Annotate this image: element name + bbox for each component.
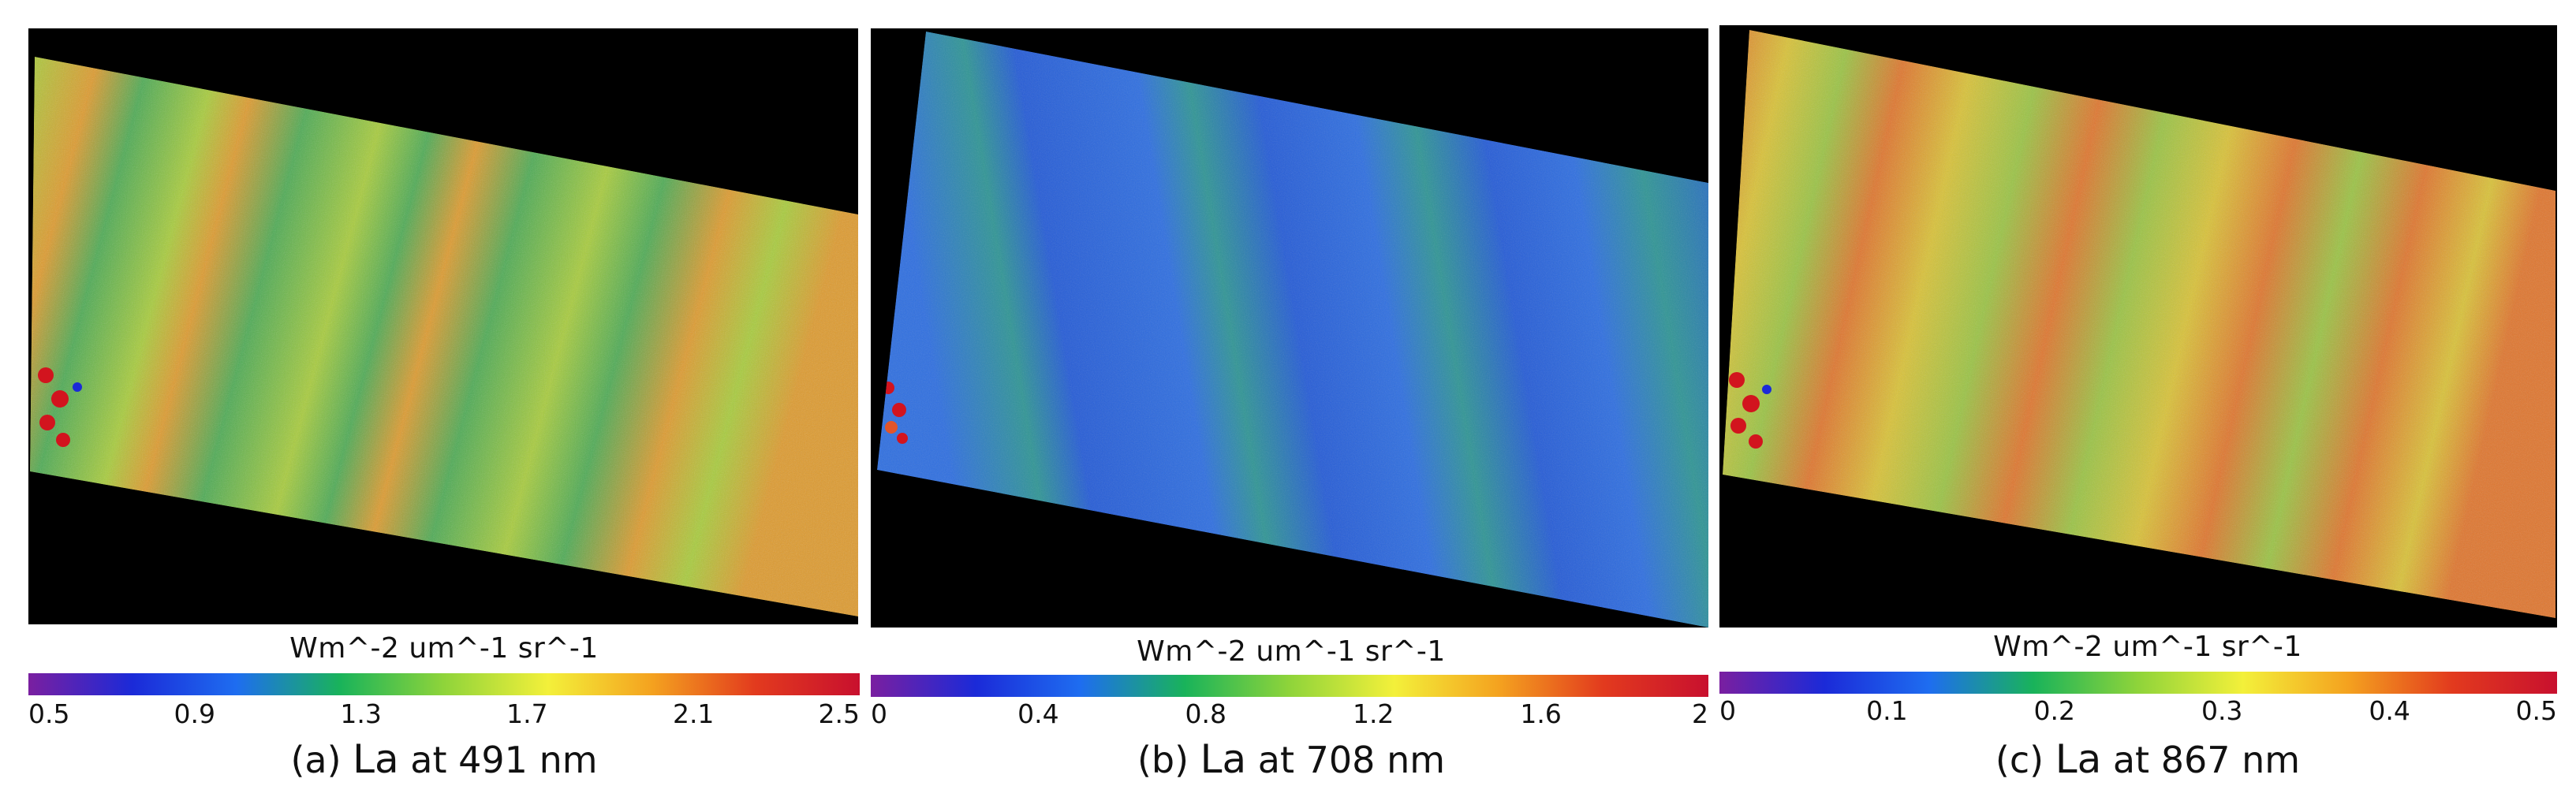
radiance-map-graphic	[1723, 30, 2555, 618]
tick-label: 2	[1692, 698, 1708, 729]
panel-a: Wm^-2 um^-1 sr^-1 0.5 0.9 1.3 1.7 2.1 2.…	[0, 0, 860, 797]
tick-label: 0.9	[174, 698, 216, 729]
radiance-map-image	[1719, 25, 2557, 628]
tick-label: 0	[1719, 695, 1736, 726]
tick-label: 0	[871, 698, 887, 729]
colorbar-ticks: 0 0.1 0.2 0.3 0.4 0.5	[1719, 695, 2557, 727]
tick-label: 0.8	[1185, 698, 1227, 729]
colorbar-ticks: 0.5 0.9 1.3 1.7 2.1 2.5	[28, 698, 860, 730]
tick-label: 2.5	[818, 698, 860, 729]
tick-label: 0.4	[1017, 698, 1059, 729]
tick-label: 0.3	[2201, 695, 2243, 726]
units-label: Wm^-2 um^-1 sr^-1	[289, 632, 599, 665]
tick-label: 1.6	[1520, 698, 1562, 729]
radiance-map-graphic	[30, 57, 858, 616]
colorbar	[1719, 672, 2557, 694]
panel-b: Wm^-2 um^-1 sr^-1 0 0.4 0.8 1.2 1.6 2 (b…	[868, 0, 1712, 797]
radiance-map-image	[28, 28, 858, 624]
tick-label: 1.2	[1352, 698, 1394, 729]
scene-area	[877, 32, 1708, 628]
panel-caption: (c) La at 867 nm	[1719, 736, 2576, 782]
tick-label: 0.1	[1866, 695, 1908, 726]
caption-symbol: La	[353, 736, 399, 782]
caption-symbol: La	[1200, 736, 1247, 782]
tick-label: 0.4	[2369, 695, 2410, 726]
colorbar	[28, 673, 860, 695]
caption-suffix: at 867 nm	[2101, 739, 2301, 781]
tick-label: 0.2	[2033, 695, 2076, 726]
panel-caption: (b) La at 708 nm	[871, 736, 1712, 782]
scene-area	[30, 57, 858, 616]
scene-area	[1723, 30, 2555, 618]
colorbar	[871, 675, 1708, 697]
radiance-map-image	[871, 28, 1708, 628]
caption-symbol: La	[2055, 736, 2102, 782]
panel-c: Wm^-2 um^-1 sr^-1 0 0.1 0.2 0.3 0.4 0.5 …	[1716, 0, 2576, 797]
panel-caption: (a) La at 491 nm	[28, 736, 860, 782]
tick-label: 1.7	[506, 698, 548, 729]
caption-prefix: (a)	[290, 739, 353, 781]
tick-label: 2.1	[672, 698, 715, 729]
colorbar-ticks: 0 0.4 0.8 1.2 1.6 2	[871, 698, 1708, 730]
caption-suffix: at 491 nm	[398, 739, 598, 781]
units-label: Wm^-2 um^-1 sr^-1	[1993, 631, 2302, 663]
radiance-map-graphic	[877, 32, 1708, 628]
tick-label: 1.3	[340, 698, 382, 729]
tick-label: 0.5	[28, 698, 70, 729]
caption-prefix: (b)	[1137, 739, 1200, 781]
tick-label: 0.5	[2515, 695, 2557, 726]
caption-suffix: at 708 nm	[1246, 739, 1446, 781]
units-label: Wm^-2 um^-1 sr^-1	[1137, 635, 1446, 668]
caption-prefix: (c)	[1995, 739, 2055, 781]
